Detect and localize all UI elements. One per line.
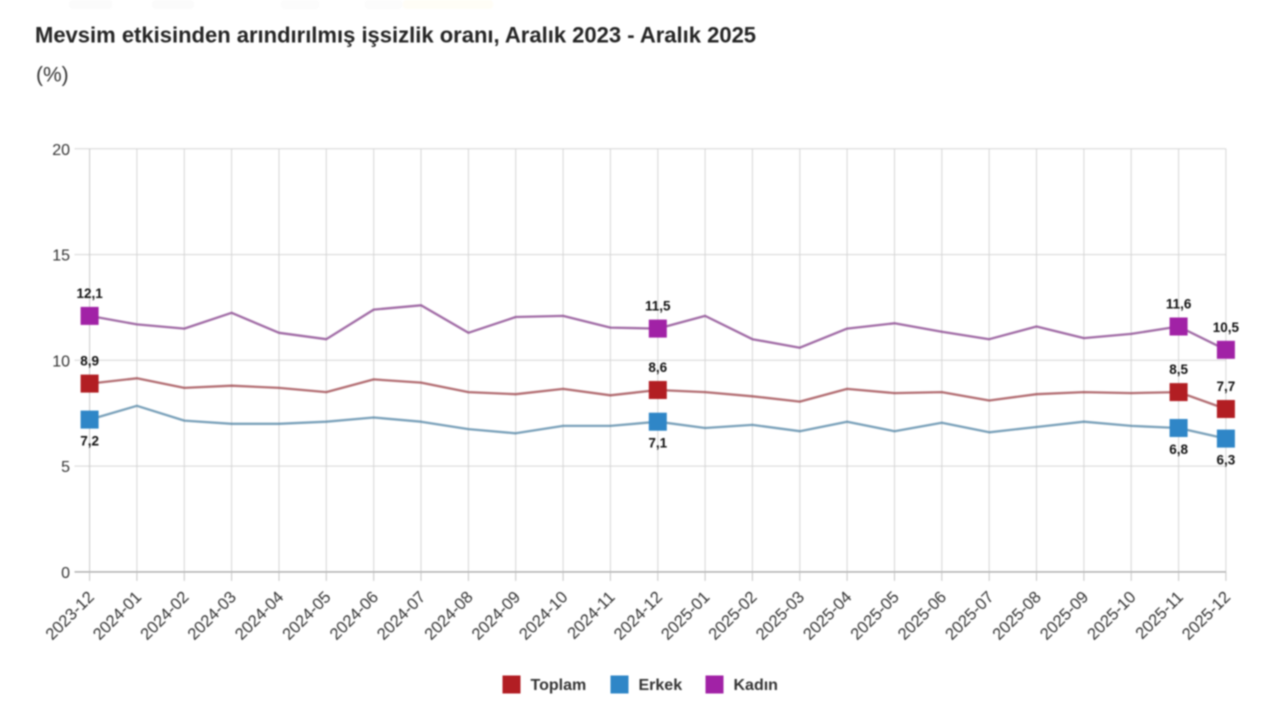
svg-text:8,9: 8,9 [80, 354, 99, 369]
svg-text:10,5: 10,5 [1213, 320, 1240, 335]
svg-text:11,5: 11,5 [645, 299, 671, 314]
svg-text:12,1: 12,1 [76, 286, 103, 301]
svg-text:8,6: 8,6 [648, 360, 667, 375]
svg-text:8,5: 8,5 [1169, 362, 1188, 377]
svg-text:Mevsim etkisinden arındırılmış: Mevsim etkisinden arındırılmış işsizlik … [35, 23, 756, 48]
svg-text:6,3: 6,3 [1217, 453, 1236, 468]
svg-text:15: 15 [52, 248, 70, 265]
svg-text:7,1: 7,1 [648, 436, 667, 451]
svg-text:10: 10 [52, 353, 70, 370]
svg-text:0: 0 [61, 565, 70, 582]
svg-text:6,8: 6,8 [1169, 442, 1188, 457]
svg-text:Erkek: Erkek [639, 677, 683, 694]
svg-text:7,2: 7,2 [80, 434, 99, 449]
svg-text:(%): (%) [36, 64, 69, 87]
svg-text:5: 5 [61, 459, 70, 476]
svg-text:20: 20 [52, 142, 70, 159]
svg-text:11,6: 11,6 [1166, 297, 1192, 312]
svg-text:7,7: 7,7 [1217, 379, 1236, 394]
svg-text:Toplam: Toplam [531, 677, 587, 694]
svg-text:Kadın: Kadın [734, 677, 778, 694]
